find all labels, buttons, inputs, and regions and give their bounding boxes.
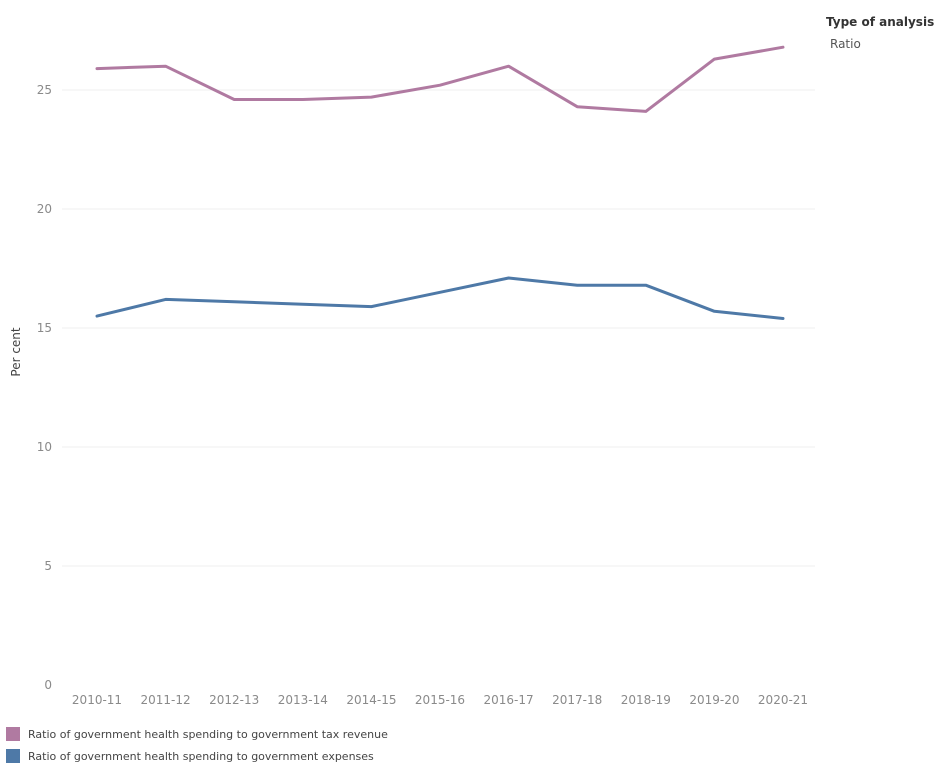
x-tick-label: 2014-15	[346, 693, 396, 707]
series-line-0[interactable]	[97, 47, 783, 111]
y-tick-label: 0	[44, 678, 52, 692]
series-lines	[97, 47, 783, 318]
filter-title: Type of analysis	[826, 15, 934, 29]
legend-swatch-expenses	[6, 749, 20, 763]
y-axis-ticks: 0 5 10 15 20 25	[37, 83, 52, 692]
x-tick-label: 2020-21	[758, 693, 808, 707]
legend: Ratio of government health spending to g…	[6, 723, 388, 767]
filter-value[interactable]: Ratio	[830, 37, 861, 51]
x-tick-label: 2010-11	[72, 693, 122, 707]
y-tick-label: 10	[37, 440, 52, 454]
x-tick-label: 2015-16	[415, 693, 465, 707]
legend-swatch-tax-revenue	[6, 727, 20, 741]
x-tick-label: 2011-12	[141, 693, 191, 707]
x-tick-label: 2012-13	[209, 693, 259, 707]
y-axis-label: Per cent	[9, 327, 23, 377]
y-tick-label: 20	[37, 202, 52, 216]
legend-label-tax-revenue: Ratio of government health spending to g…	[28, 728, 388, 741]
x-tick-label: 2019-20	[689, 693, 739, 707]
legend-label-expenses: Ratio of government health spending to g…	[28, 750, 374, 763]
x-tick-label: 2017-18	[552, 693, 602, 707]
y-tick-label: 15	[37, 321, 52, 335]
y-tick-label: 25	[37, 83, 52, 97]
x-tick-label: 2013-14	[278, 693, 328, 707]
series-line-1[interactable]	[97, 278, 783, 319]
gridlines	[62, 90, 815, 566]
x-tick-label: 2018-19	[621, 693, 671, 707]
x-axis-ticks: 2010-11 2011-12 2012-13 2013-14 2014-15 2015-…	[72, 693, 808, 707]
legend-item-tax-revenue[interactable]: Ratio of government health spending to g…	[6, 723, 388, 745]
y-tick-label: 5	[44, 559, 52, 573]
legend-item-expenses[interactable]: Ratio of government health spending to g…	[6, 745, 388, 767]
x-tick-label: 2016-17	[484, 693, 534, 707]
